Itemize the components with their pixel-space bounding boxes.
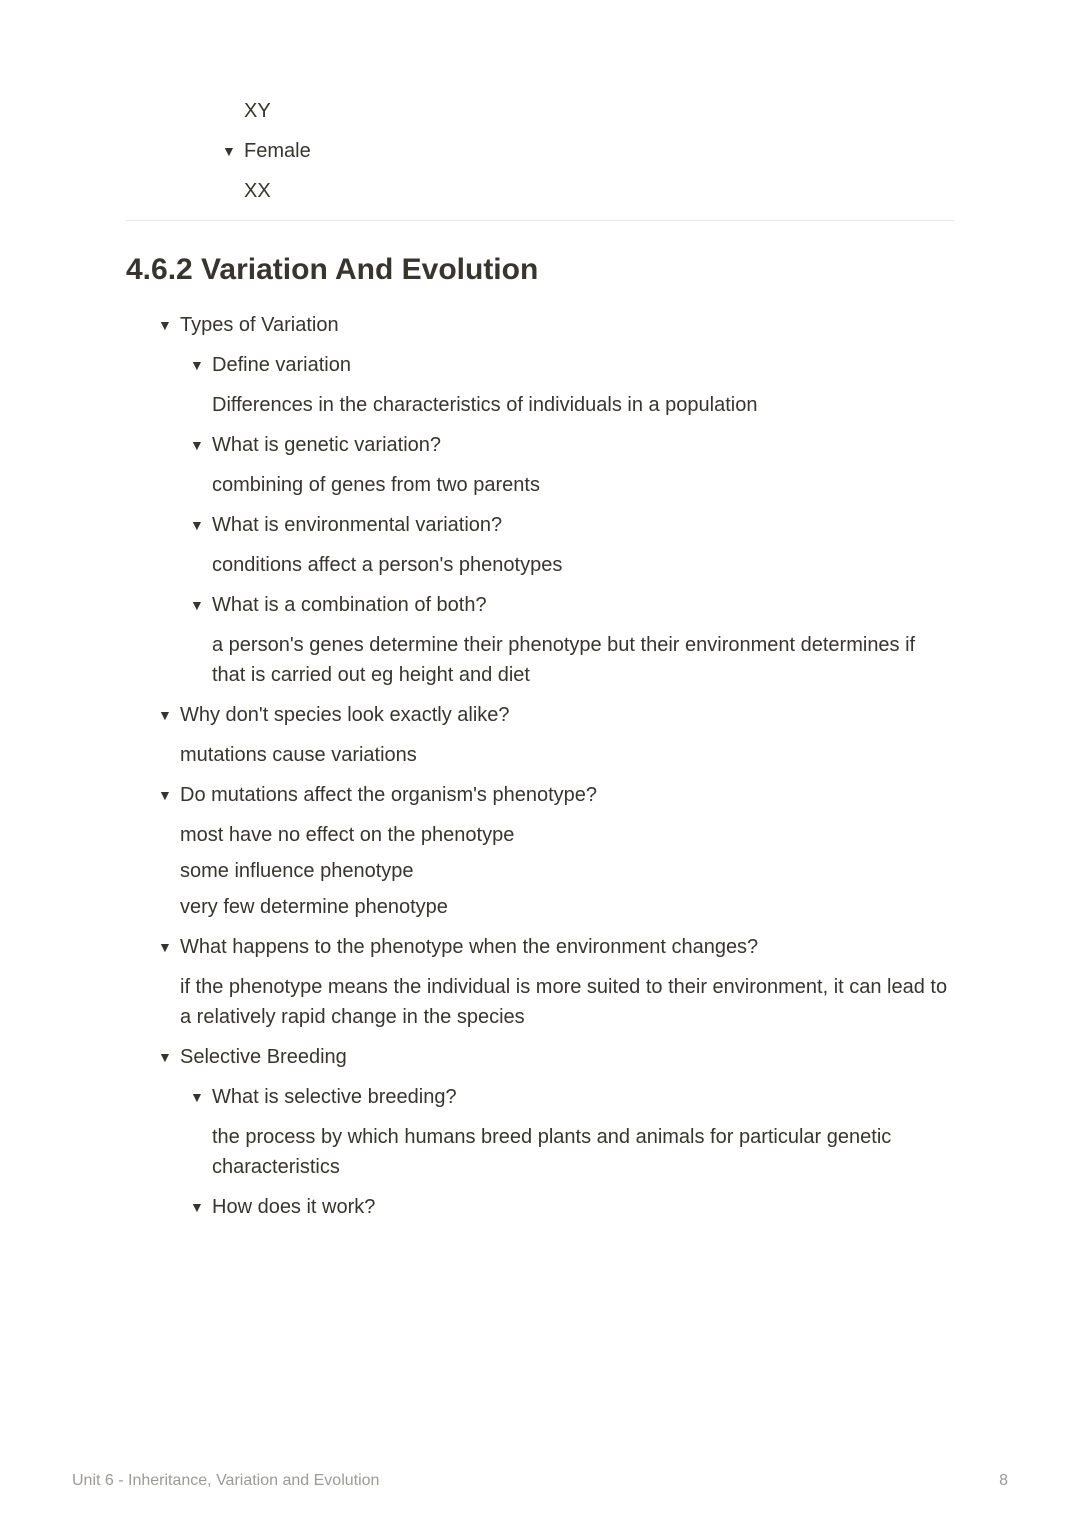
section-heading: 4.6.2 Variation And Evolution xyxy=(126,247,954,292)
toggle-types-of-variation: ▼ Types of Variation ▼ Define variation … xyxy=(126,310,954,690)
answer-text: if the phenotype means the individual is… xyxy=(180,972,954,1032)
toggle-label[interactable]: Types of Variation xyxy=(180,310,954,340)
toggle-label[interactable]: What is environmental variation? xyxy=(212,510,954,540)
toggle-label[interactable]: Selective Breeding xyxy=(180,1042,954,1072)
toggle-mutations-phenotype: ▼ Do mutations affect the organism's phe… xyxy=(126,780,954,922)
section-divider xyxy=(126,220,954,221)
pretext-xy: XY xyxy=(244,96,954,126)
toggle-icon[interactable]: ▼ xyxy=(190,430,206,460)
toggle-icon[interactable]: ▼ xyxy=(158,700,174,730)
toggle-icon[interactable]: ▼ xyxy=(158,932,174,962)
toggle-label[interactable]: What is genetic variation? xyxy=(212,430,954,460)
answer-text: very few determine phenotype xyxy=(180,892,954,922)
toggle-icon[interactable]: ▼ xyxy=(190,1082,206,1112)
toggle-label[interactable]: What is selective breeding? xyxy=(212,1082,954,1112)
toggle-icon[interactable]: ▼ xyxy=(158,1042,174,1072)
toggle-label[interactable]: What happens to the phenotype when the e… xyxy=(180,932,954,962)
toggle-why-not-alike: ▼ Why don't species look exactly alike? … xyxy=(126,700,954,770)
child-block: ▼ What is selective breeding? the proces… xyxy=(158,1082,954,1222)
answer-text: combining of genes from two parents xyxy=(212,470,954,500)
toggle-env-change: ▼ What happens to the phenotype when the… xyxy=(126,932,954,1032)
answer-text: conditions affect a person's phenotypes xyxy=(212,550,954,580)
toggle-icon[interactable]: ▼ xyxy=(190,510,206,540)
pretext-block: XY ▼ Female XX xyxy=(126,96,954,206)
toggle-selective-breeding: ▼ Selective Breeding ▼ What is selective… xyxy=(126,1042,954,1222)
answer-text: most have no effect on the phenotype xyxy=(180,820,954,850)
toggle-icon[interactable]: ▼ xyxy=(190,350,206,380)
answer-text: some influence phenotype xyxy=(180,856,954,886)
page-footer: Unit 6 - Inheritance, Variation and Evol… xyxy=(0,1472,1080,1490)
toggle-icon[interactable]: ▼ xyxy=(222,136,238,166)
toggle-icon[interactable]: ▼ xyxy=(190,1192,206,1222)
toggle-label[interactable]: Why don't species look exactly alike? xyxy=(180,700,954,730)
toggle-icon[interactable]: ▼ xyxy=(158,780,174,810)
toggle-label[interactable]: Do mutations affect the organism's pheno… xyxy=(180,780,954,810)
answer-text: a person's genes determine their phenoty… xyxy=(212,630,954,690)
toggle-label[interactable]: What is a combination of both? xyxy=(212,590,954,620)
footer-title: Unit 6 - Inheritance, Variation and Evol… xyxy=(72,1472,379,1490)
answer-text: the process by which humans breed plants… xyxy=(212,1122,954,1182)
toggle-icon[interactable]: ▼ xyxy=(190,590,206,620)
footer-page-number: 8 xyxy=(999,1472,1008,1490)
toggle-icon[interactable]: ▼ xyxy=(158,310,174,340)
toggle-label[interactable]: How does it work? xyxy=(212,1192,954,1222)
toggle-female-label[interactable]: Female xyxy=(244,136,954,166)
answer-text: mutations cause variations xyxy=(180,740,954,770)
answer-text: Differences in the characteristics of in… xyxy=(212,390,954,420)
child-block: ▼ Define variation Differences in the ch… xyxy=(158,350,954,690)
content-area: XY ▼ Female XX 4.6.2 Variation And Evolu… xyxy=(126,96,954,1222)
toggle-label[interactable]: Define variation xyxy=(212,350,954,380)
document-page: XY ▼ Female XX 4.6.2 Variation And Evolu… xyxy=(0,0,1080,1528)
pretext-xx: XX xyxy=(244,176,954,206)
